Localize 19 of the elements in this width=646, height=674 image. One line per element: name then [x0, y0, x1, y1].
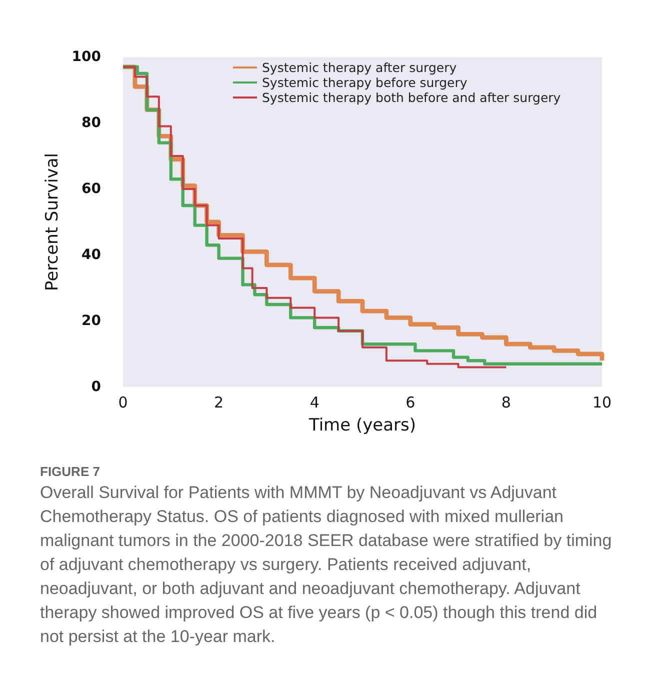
y-tick-label: 20	[82, 313, 102, 329]
text: FIGURE 7	[40, 464, 101, 479]
legend-label: Systemic therapy before surgery	[262, 75, 468, 90]
x-axis-title: Time (years)	[308, 416, 416, 436]
text: Overall Survival for Patients with MMMT by Neoadjuvant vs Adjuvant Chemotherapy Status. OS of patients diagnosed with mixed mullerian malignant tumors in the 2000-2018 SEER database were stratified by timing of adjuvant chemotherapy vs surgery. Patients received adjuvant, neoadjuvant, or both adjuvant and neoadjuvant chemotherapy. Adjuvant therapy showed improved OS at five years (p < 0.05) though this trend did not persist at the 10-year mark.	[40, 482, 613, 648]
y-tick-label: 40	[82, 247, 102, 263]
x-tick-label: 4	[310, 394, 320, 412]
y-tick-label: 0	[91, 379, 102, 395]
legend-label: Systemic therapy after surgery	[262, 60, 458, 75]
x-tick-label: 8	[501, 394, 511, 412]
y-axis-title: Percent Survival	[42, 153, 62, 291]
x-tick-label: 6	[406, 394, 416, 412]
y-tick-label: 60	[82, 181, 102, 197]
y-tick-label: 80	[82, 115, 102, 131]
x-tick-label: 0	[118, 394, 128, 412]
legend-label: Systemic therapy both before and after surgery	[262, 90, 562, 105]
y-tick-label: 100	[72, 49, 102, 65]
x-tick-label: 10	[592, 394, 612, 412]
x-tick-label: 2	[214, 394, 224, 412]
